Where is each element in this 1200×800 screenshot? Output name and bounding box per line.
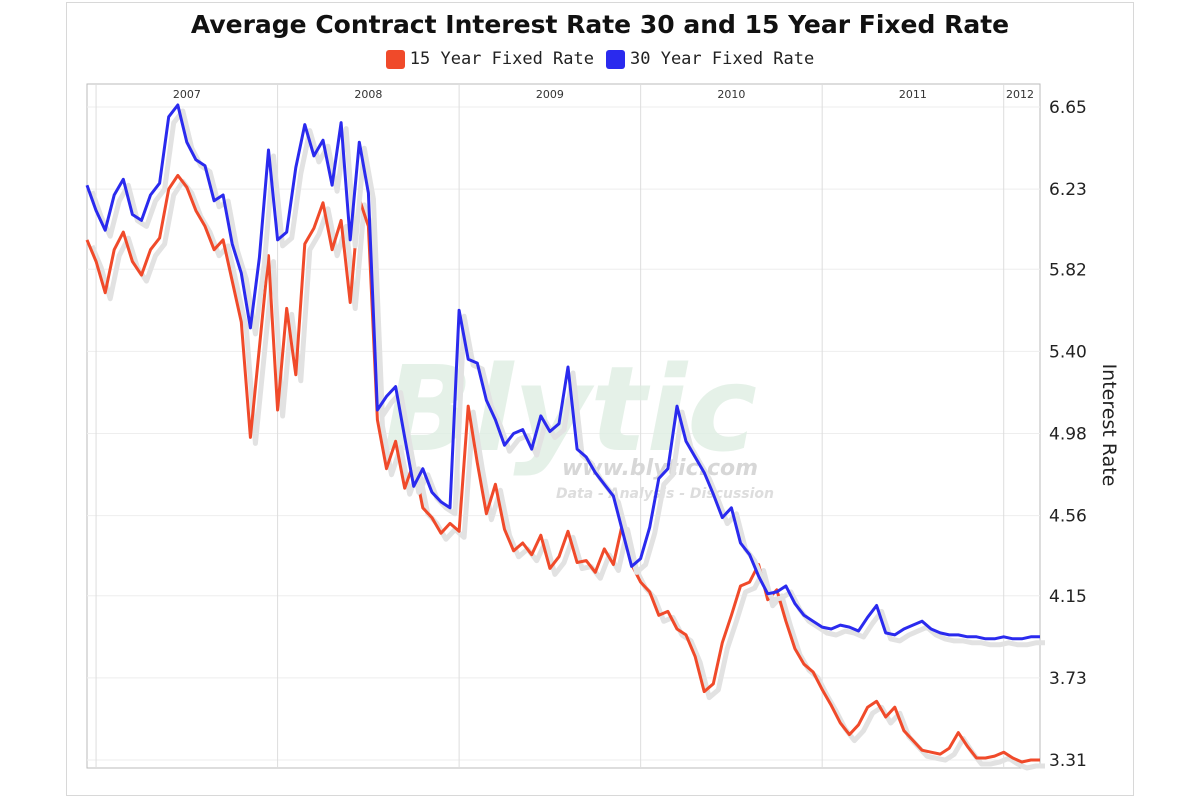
series-shadow bbox=[89, 108, 1045, 648]
legend-item-30-year[interactable]: 30 Year Fixed Rate bbox=[606, 49, 814, 69]
y-tick-label: 4.56 bbox=[1049, 507, 1087, 527]
y-tick-label: 5.40 bbox=[1049, 342, 1087, 362]
year-label: 2011 bbox=[899, 88, 927, 101]
year-label: 2009 bbox=[536, 88, 564, 101]
y-tick-label: 6.23 bbox=[1049, 180, 1087, 200]
year-label: 2007 bbox=[173, 88, 201, 101]
y-tick-label: 4.15 bbox=[1049, 587, 1087, 607]
y-tick-label: 3.73 bbox=[1049, 669, 1087, 689]
y-axis-label: Interest Rate bbox=[1098, 364, 1120, 487]
plot-area bbox=[86, 83, 1041, 769]
series-line-15-year bbox=[85, 173, 1040, 764]
y-tick-label: 3.31 bbox=[1049, 751, 1087, 771]
y-tick-label: 4.98 bbox=[1049, 425, 1087, 445]
y-tick-label: 5.82 bbox=[1049, 260, 1087, 280]
y-tick-label: 6.65 bbox=[1049, 98, 1087, 118]
chart-title: Average Contract Interest Rate 30 and 15… bbox=[190, 10, 1010, 39]
legend-label-30-year: 30 Year Fixed Rate bbox=[630, 49, 815, 69]
series-line-30-year bbox=[85, 103, 1040, 641]
legend-item-15-year[interactable]: 15 Year Fixed Rate bbox=[385, 49, 594, 69]
legend-swatch-30-year bbox=[606, 49, 625, 69]
year-label: 2010 bbox=[717, 88, 745, 101]
legend-swatch-15-year bbox=[385, 49, 405, 69]
chart-frame bbox=[66, 2, 1134, 796]
year-label: 2008 bbox=[354, 88, 382, 101]
legend-label-15-year: 15 Year Fixed Rate bbox=[409, 49, 594, 69]
chart-legend: 15 Year Fixed Rate 30 Year Fixed Rate bbox=[0, 49, 1200, 69]
year-label: 2012 bbox=[1006, 88, 1034, 101]
